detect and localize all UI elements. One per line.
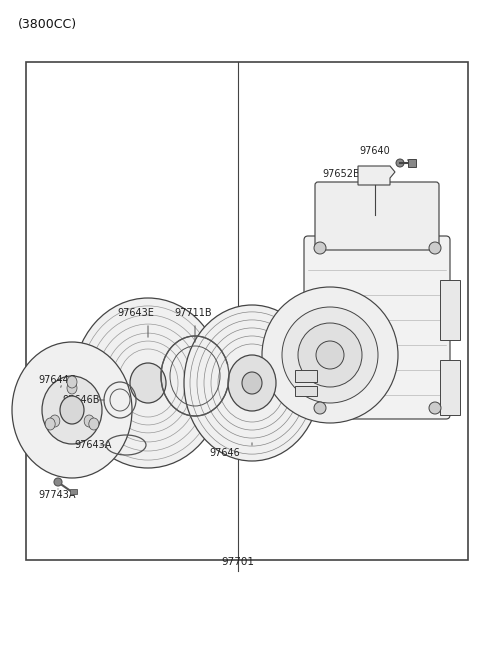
Ellipse shape: [89, 418, 99, 430]
Text: 97652B: 97652B: [322, 169, 360, 179]
Text: 97644C: 97644C: [38, 375, 75, 385]
Ellipse shape: [42, 376, 102, 444]
Ellipse shape: [50, 415, 60, 427]
Circle shape: [429, 242, 441, 254]
Text: 97646: 97646: [210, 448, 240, 458]
Ellipse shape: [45, 418, 55, 430]
Circle shape: [314, 242, 326, 254]
FancyBboxPatch shape: [304, 236, 450, 419]
Polygon shape: [358, 166, 395, 185]
Text: 97643E: 97643E: [118, 308, 155, 318]
Bar: [26, 62, 468, 560]
Ellipse shape: [84, 415, 94, 427]
Bar: [440, 280, 460, 340]
Ellipse shape: [228, 355, 276, 411]
Circle shape: [54, 478, 62, 486]
Text: 97643A: 97643A: [74, 440, 111, 450]
Text: 97743A: 97743A: [38, 490, 75, 500]
Bar: [295, 370, 317, 382]
Text: 97640: 97640: [359, 146, 390, 156]
Bar: [440, 360, 460, 415]
Circle shape: [282, 307, 378, 403]
FancyBboxPatch shape: [315, 182, 439, 250]
Ellipse shape: [184, 305, 320, 461]
Text: 97701: 97701: [221, 557, 254, 567]
Ellipse shape: [242, 372, 262, 394]
Bar: [295, 386, 317, 396]
Text: 97711B: 97711B: [174, 308, 212, 318]
Ellipse shape: [12, 342, 132, 478]
Ellipse shape: [67, 382, 77, 394]
Circle shape: [314, 402, 326, 414]
Circle shape: [316, 341, 344, 369]
Bar: [408, 159, 416, 167]
Ellipse shape: [73, 298, 223, 468]
Ellipse shape: [60, 396, 84, 424]
Text: 97646B: 97646B: [62, 395, 99, 405]
Circle shape: [262, 287, 398, 423]
Bar: [70, 489, 77, 494]
Ellipse shape: [130, 363, 166, 403]
Circle shape: [396, 159, 404, 167]
Ellipse shape: [67, 376, 77, 388]
Text: (3800CC): (3800CC): [18, 18, 77, 31]
Circle shape: [429, 402, 441, 414]
Circle shape: [298, 323, 362, 387]
